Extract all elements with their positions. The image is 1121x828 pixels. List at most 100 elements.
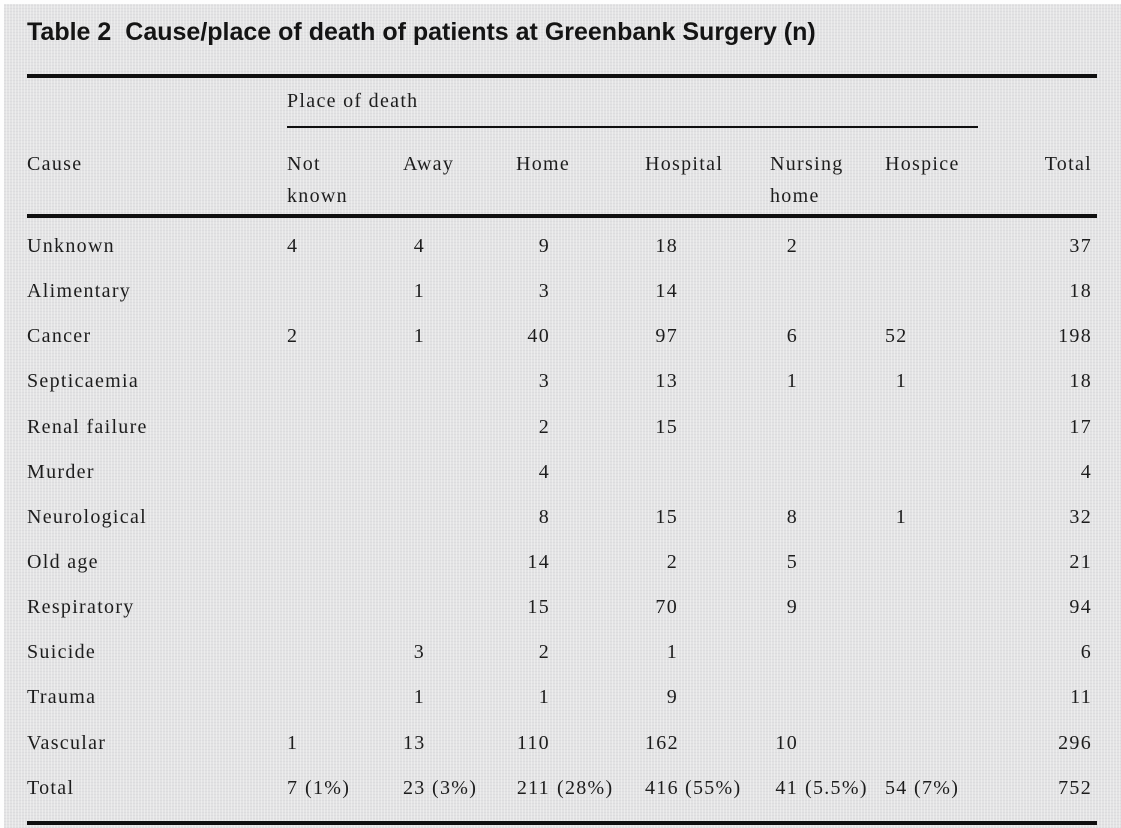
table-row: Respiratory 15 70 9 94	[27, 585, 1097, 630]
cell-hospital: 97	[645, 325, 770, 348]
row-label: Alimentary	[27, 280, 132, 303]
cell-total: 198	[1058, 325, 1092, 348]
cell-home: 9	[516, 235, 645, 258]
cell-total: 18	[1069, 280, 1092, 303]
cell-total: 18	[1069, 370, 1092, 393]
cell-count: 1	[538, 686, 550, 709]
cell-nursing-home: 9	[770, 596, 885, 619]
cell-total: 296	[1058, 731, 1092, 754]
cell-count: 1	[786, 370, 798, 393]
cell-hospice: 52	[885, 325, 995, 348]
cell-hospital: 162	[645, 732, 770, 755]
cell-not-known: 2	[287, 325, 403, 348]
cell-away: 13	[403, 732, 516, 755]
cell-count: 14	[527, 551, 550, 574]
cell-nursing-home: 10	[770, 732, 885, 755]
cell-home: 40	[516, 325, 645, 348]
cell-nursing-home: 2	[770, 235, 885, 258]
cell-count: 9	[786, 596, 798, 619]
cell-percent: (7%)	[914, 776, 960, 799]
bottom-rule	[27, 821, 1097, 825]
cell-hospital: 18	[645, 235, 770, 258]
col-header-not-known: Not known	[287, 153, 348, 207]
table-row: Alimentary 1 3 14 18	[27, 269, 1097, 314]
cell-not-known: 7 (1%)	[287, 777, 403, 800]
row-label: Neurological	[27, 505, 148, 528]
cell-count: 9	[666, 686, 678, 709]
cell-home: 110	[516, 732, 645, 755]
cell-away: 23 (3%)	[403, 777, 516, 800]
cell-home: 211 (28%)	[516, 777, 645, 800]
table-caption: Cause/place of death of patients at Gree…	[125, 18, 816, 46]
group-header-place-of-death: Place of death	[287, 90, 419, 112]
cell-home: 15	[516, 596, 645, 619]
cell-count: 23	[403, 776, 426, 799]
cell-count: 1	[895, 505, 907, 528]
cell-count: 1	[413, 280, 425, 303]
cell-count: 6	[786, 325, 798, 348]
cell-count: 10	[775, 731, 798, 754]
cell-count: 2	[538, 415, 550, 438]
cell-count: 4	[538, 460, 550, 483]
cell-count: 7	[287, 776, 299, 799]
cell-count: 8	[786, 505, 798, 528]
table-row: Murder 4 4	[27, 450, 1097, 495]
cell-count: 41	[775, 776, 798, 799]
cell-count: 2	[538, 641, 550, 664]
row-label: Vascular	[27, 731, 107, 754]
cell-count: 1	[287, 731, 299, 754]
cell-hospital: 14	[645, 280, 770, 303]
cell-total: 6	[1080, 641, 1092, 664]
cell-count: 2	[666, 551, 678, 574]
cell-hospital: 2	[645, 551, 770, 574]
col-header-nursing-home: Nursing home	[770, 153, 844, 207]
table-number: Table 2	[27, 18, 112, 46]
top-rule	[27, 74, 1097, 78]
cell-hospital: 1	[645, 641, 770, 664]
cell-hospital: 70	[645, 596, 770, 619]
col-header-hospital: Hospital	[645, 153, 724, 175]
cell-home: 8	[516, 506, 645, 529]
cell-percent: (3%)	[432, 776, 478, 799]
cell-nursing-home: 6	[770, 325, 885, 348]
cell-total: 752	[1058, 776, 1092, 799]
cell-count: 416	[645, 776, 679, 799]
table-row: Cancer 2 1 40 97 6 52 198	[27, 314, 1097, 359]
cell-count: 9	[538, 235, 550, 258]
table-row: Unknown 4 4 9 18 2 37	[27, 224, 1097, 269]
cell-count: 54	[885, 776, 908, 799]
table-total-row: Total 7 (1%) 23 (3%) 211 (28%) 416 (55%) 41 (5.5%)…	[27, 766, 1097, 811]
cell-home: 2	[516, 641, 645, 664]
cell-home: 4	[516, 461, 645, 484]
cell-count: 3	[538, 280, 550, 303]
cell-hospital: 9	[645, 686, 770, 709]
cell-count: 2	[287, 325, 299, 348]
cell-count: 13	[403, 731, 426, 754]
cell-count: 1	[895, 370, 907, 393]
cell-count: 211	[516, 776, 550, 799]
cell-hospital: 15	[645, 506, 770, 529]
cell-total: 32	[1069, 505, 1092, 528]
row-label: Septicaemia	[27, 370, 140, 393]
cell-home: 2	[516, 416, 645, 439]
cell-hospice: 1	[885, 506, 995, 529]
cell-total: 4	[1080, 460, 1092, 483]
row-label: Cancer	[27, 325, 92, 348]
cell-count: 14	[655, 280, 678, 303]
row-label: Respiratory	[27, 596, 135, 619]
table-row: Old age 14 2 5 21	[27, 540, 1097, 585]
cell-not-known: 1	[287, 732, 403, 755]
col-header-hospice: Hospice	[885, 153, 960, 175]
row-label: Trauma	[27, 686, 97, 709]
row-label: Murder	[27, 460, 95, 483]
cell-hospital: 15	[645, 416, 770, 439]
cell-count: 8	[538, 505, 550, 528]
cell-percent: (28%)	[557, 776, 614, 799]
table-row: Suicide 3 2 1 6	[27, 630, 1097, 675]
cell-count: 1	[413, 686, 425, 709]
cell-total: 11	[1070, 686, 1092, 709]
cell-home: 14	[516, 551, 645, 574]
row-label: Total	[27, 776, 75, 799]
cell-count: 70	[655, 596, 678, 619]
